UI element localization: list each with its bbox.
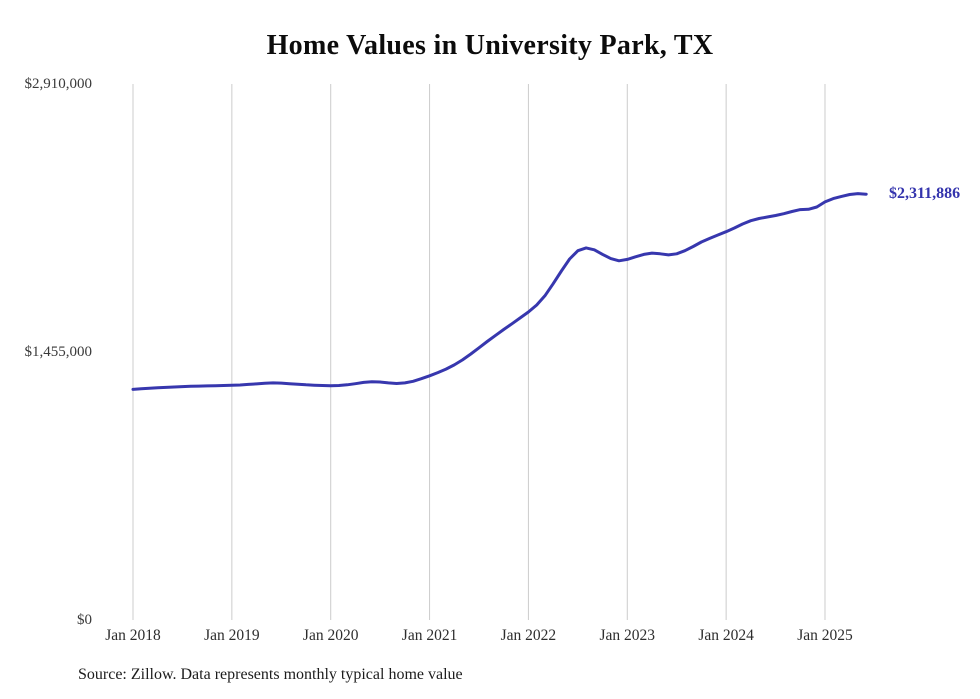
y-axis-label: $0 <box>77 612 92 628</box>
x-axis: Jan 2018 Jan 2019 Jan 2020 Jan 2021 Jan 2022… <box>0 626 980 648</box>
x-axis-label: Jan 2020 <box>302 627 359 644</box>
end-value-label: $2,311,886 <box>889 185 961 203</box>
x-axis-label: Jan 2025 <box>797 627 853 644</box>
x-axis-label: Jan 2022 <box>500 627 557 644</box>
home-value-line <box>131 192 868 391</box>
y-axis-label: $2,910,000 <box>24 76 93 92</box>
y-axis: $0 $1,455,000 $2,910,000 <box>0 0 93 699</box>
y-axis-label: $1,455,000 <box>24 344 93 360</box>
x-axis-label: Jan 2021 <box>401 627 458 644</box>
x-axis-label: Jan 2024 <box>698 627 754 644</box>
source-note: Source: Zillow. Data represents monthly … <box>78 666 463 683</box>
x-axis-label: Jan 2018 <box>105 627 161 644</box>
x-axis-label: Jan 2019 <box>204 627 260 644</box>
x-axis-label: Jan 2023 <box>599 627 656 644</box>
chart-title: Home Values in University Park, TX <box>266 30 714 61</box>
